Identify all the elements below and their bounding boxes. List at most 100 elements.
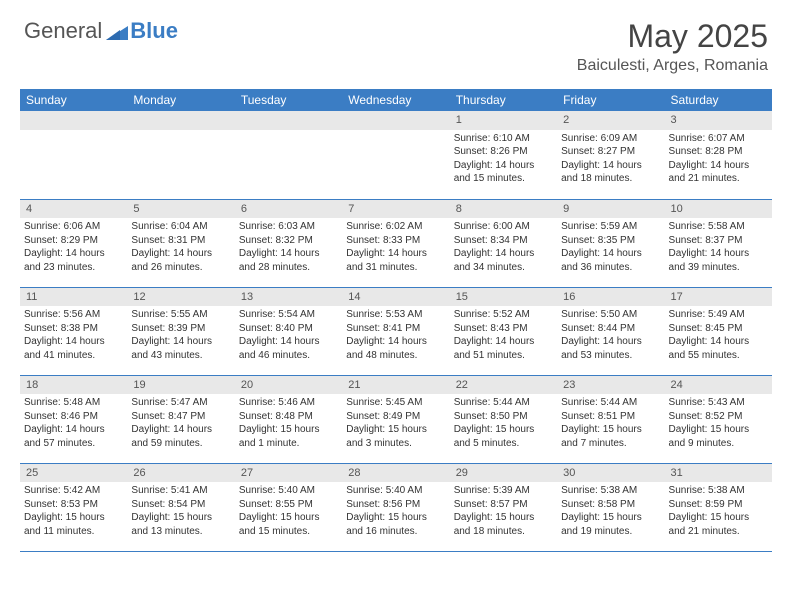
calendar-cell: 25Sunrise: 5:42 AMSunset: 8:53 PMDayligh…: [20, 463, 127, 551]
day-number: 29: [450, 464, 557, 483]
sunrise-text: Sunrise: 5:43 AM: [669, 396, 768, 410]
calendar-cell: 24Sunrise: 5:43 AMSunset: 8:52 PMDayligh…: [665, 375, 772, 463]
calendar-cell: 22Sunrise: 5:44 AMSunset: 8:50 PMDayligh…: [450, 375, 557, 463]
calendar-table: SundayMondayTuesdayWednesdayThursdayFrid…: [20, 89, 772, 552]
day-number: 20: [235, 376, 342, 395]
daylight-text: Daylight: 14 hours and 31 minutes.: [346, 247, 445, 274]
day-header: Saturday: [665, 89, 772, 111]
calendar-cell: [342, 111, 449, 199]
daylight-text: Daylight: 15 hours and 9 minutes.: [669, 423, 768, 450]
sunset-text: Sunset: 8:47 PM: [131, 410, 230, 424]
page-header: General Blue May 2025 Baiculesti, Arges,…: [0, 0, 792, 83]
day-number: 1: [450, 111, 557, 130]
day-details: Sunrise: 5:45 AMSunset: 8:49 PMDaylight:…: [346, 396, 445, 450]
day-details: Sunrise: 5:40 AMSunset: 8:55 PMDaylight:…: [239, 484, 338, 538]
sunrise-text: Sunrise: 6:10 AM: [454, 132, 553, 146]
day-details: Sunrise: 5:50 AMSunset: 8:44 PMDaylight:…: [561, 308, 660, 362]
sunset-text: Sunset: 8:45 PM: [669, 322, 768, 336]
day-header: Sunday: [20, 89, 127, 111]
sunrise-text: Sunrise: 5:38 AM: [669, 484, 768, 498]
sunset-text: Sunset: 8:43 PM: [454, 322, 553, 336]
day-number: 2: [557, 111, 664, 130]
calendar-cell: 21Sunrise: 5:45 AMSunset: 8:49 PMDayligh…: [342, 375, 449, 463]
daylight-text: Daylight: 15 hours and 16 minutes.: [346, 511, 445, 538]
sunrise-text: Sunrise: 5:50 AM: [561, 308, 660, 322]
day-number: 15: [450, 288, 557, 307]
sunrise-text: Sunrise: 5:44 AM: [561, 396, 660, 410]
sunrise-text: Sunrise: 5:46 AM: [239, 396, 338, 410]
calendar-cell: 27Sunrise: 5:40 AMSunset: 8:55 PMDayligh…: [235, 463, 342, 551]
calendar-cell: 18Sunrise: 5:48 AMSunset: 8:46 PMDayligh…: [20, 375, 127, 463]
calendar-cell: 2Sunrise: 6:09 AMSunset: 8:27 PMDaylight…: [557, 111, 664, 199]
day-details: Sunrise: 6:02 AMSunset: 8:33 PMDaylight:…: [346, 220, 445, 274]
day-number: 9: [557, 200, 664, 219]
day-details: Sunrise: 5:42 AMSunset: 8:53 PMDaylight:…: [24, 484, 123, 538]
title-block: May 2025 Baiculesti, Arges, Romania: [577, 18, 768, 75]
sunrise-text: Sunrise: 5:53 AM: [346, 308, 445, 322]
calendar-row: 1Sunrise: 6:10 AMSunset: 8:26 PMDaylight…: [20, 111, 772, 199]
day-number: 22: [450, 376, 557, 395]
daylight-text: Daylight: 14 hours and 43 minutes.: [131, 335, 230, 362]
day-details: Sunrise: 5:49 AMSunset: 8:45 PMDaylight:…: [669, 308, 768, 362]
day-number: 12: [127, 288, 234, 307]
sunset-text: Sunset: 8:37 PM: [669, 234, 768, 248]
daylight-text: Daylight: 14 hours and 26 minutes.: [131, 247, 230, 274]
day-details: Sunrise: 6:04 AMSunset: 8:31 PMDaylight:…: [131, 220, 230, 274]
day-details: Sunrise: 5:48 AMSunset: 8:46 PMDaylight:…: [24, 396, 123, 450]
calendar-cell: 8Sunrise: 6:00 AMSunset: 8:34 PMDaylight…: [450, 199, 557, 287]
daylight-text: Daylight: 14 hours and 28 minutes.: [239, 247, 338, 274]
sunrise-text: Sunrise: 5:55 AM: [131, 308, 230, 322]
brand-blue: Blue: [130, 18, 178, 44]
sunrise-text: Sunrise: 5:48 AM: [24, 396, 123, 410]
calendar-cell: 7Sunrise: 6:02 AMSunset: 8:33 PMDaylight…: [342, 199, 449, 287]
sunset-text: Sunset: 8:55 PM: [239, 498, 338, 512]
sunrise-text: Sunrise: 6:03 AM: [239, 220, 338, 234]
sunset-text: Sunset: 8:52 PM: [669, 410, 768, 424]
day-header: Tuesday: [235, 89, 342, 111]
calendar-cell: 31Sunrise: 5:38 AMSunset: 8:59 PMDayligh…: [665, 463, 772, 551]
calendar-cell: [20, 111, 127, 199]
calendar-cell: 23Sunrise: 5:44 AMSunset: 8:51 PMDayligh…: [557, 375, 664, 463]
sunset-text: Sunset: 8:46 PM: [24, 410, 123, 424]
calendar-cell: 28Sunrise: 5:40 AMSunset: 8:56 PMDayligh…: [342, 463, 449, 551]
sunset-text: Sunset: 8:50 PM: [454, 410, 553, 424]
day-header: Wednesday: [342, 89, 449, 111]
calendar-cell: 20Sunrise: 5:46 AMSunset: 8:48 PMDayligh…: [235, 375, 342, 463]
daylight-text: Daylight: 15 hours and 15 minutes.: [239, 511, 338, 538]
day-details: Sunrise: 5:43 AMSunset: 8:52 PMDaylight:…: [669, 396, 768, 450]
calendar-cell: 19Sunrise: 5:47 AMSunset: 8:47 PMDayligh…: [127, 375, 234, 463]
daylight-text: Daylight: 14 hours and 41 minutes.: [24, 335, 123, 362]
sunset-text: Sunset: 8:33 PM: [346, 234, 445, 248]
daylight-text: Daylight: 15 hours and 21 minutes.: [669, 511, 768, 538]
brand-logo: General Blue: [24, 18, 178, 44]
calendar-row: 11Sunrise: 5:56 AMSunset: 8:38 PMDayligh…: [20, 287, 772, 375]
day-number: 4: [20, 200, 127, 219]
day-number: 14: [342, 288, 449, 307]
day-details: Sunrise: 5:52 AMSunset: 8:43 PMDaylight:…: [454, 308, 553, 362]
logo-triangle-icon: [106, 22, 128, 40]
daylight-text: Daylight: 14 hours and 15 minutes.: [454, 159, 553, 186]
sunset-text: Sunset: 8:32 PM: [239, 234, 338, 248]
sunset-text: Sunset: 8:31 PM: [131, 234, 230, 248]
sunrise-text: Sunrise: 5:45 AM: [346, 396, 445, 410]
day-header: Monday: [127, 89, 234, 111]
sunset-text: Sunset: 8:41 PM: [346, 322, 445, 336]
day-details: Sunrise: 5:38 AMSunset: 8:58 PMDaylight:…: [561, 484, 660, 538]
sunset-text: Sunset: 8:35 PM: [561, 234, 660, 248]
day-details: Sunrise: 5:44 AMSunset: 8:50 PMDaylight:…: [454, 396, 553, 450]
day-number: 21: [342, 376, 449, 395]
sunrise-text: Sunrise: 6:00 AM: [454, 220, 553, 234]
day-details: Sunrise: 5:55 AMSunset: 8:39 PMDaylight:…: [131, 308, 230, 362]
daylight-text: Daylight: 14 hours and 57 minutes.: [24, 423, 123, 450]
day-details: Sunrise: 5:40 AMSunset: 8:56 PMDaylight:…: [346, 484, 445, 538]
day-number: 10: [665, 200, 772, 219]
sunset-text: Sunset: 8:27 PM: [561, 145, 660, 159]
calendar-cell: 5Sunrise: 6:04 AMSunset: 8:31 PMDaylight…: [127, 199, 234, 287]
sunrise-text: Sunrise: 5:56 AM: [24, 308, 123, 322]
day-number: [127, 111, 234, 130]
sunset-text: Sunset: 8:34 PM: [454, 234, 553, 248]
daylight-text: Daylight: 14 hours and 23 minutes.: [24, 247, 123, 274]
sunset-text: Sunset: 8:44 PM: [561, 322, 660, 336]
daylight-text: Daylight: 15 hours and 11 minutes.: [24, 511, 123, 538]
day-details: Sunrise: 6:03 AMSunset: 8:32 PMDaylight:…: [239, 220, 338, 274]
